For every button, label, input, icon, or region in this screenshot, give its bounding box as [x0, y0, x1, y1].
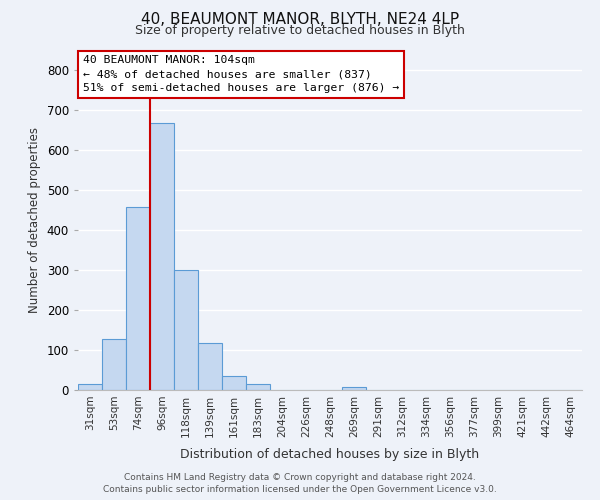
Y-axis label: Number of detached properties: Number of detached properties	[28, 127, 41, 313]
Text: 40, BEAUMONT MANOR, BLYTH, NE24 4LP: 40, BEAUMONT MANOR, BLYTH, NE24 4LP	[141, 12, 459, 28]
Bar	[150, 123, 174, 390]
Bar	[222, 376, 246, 390]
X-axis label: Distribution of detached houses by size in Blyth: Distribution of detached houses by size …	[181, 448, 479, 461]
Bar	[198, 343, 222, 390]
Bar	[102, 339, 126, 390]
Text: 40 BEAUMONT MANOR: 104sqm
← 48% of detached houses are smaller (837)
51% of semi: 40 BEAUMONT MANOR: 104sqm ← 48% of detac…	[83, 55, 399, 93]
Bar	[174, 270, 198, 390]
Bar	[126, 207, 150, 390]
Bar	[78, 384, 102, 390]
Text: Size of property relative to detached houses in Blyth: Size of property relative to detached ho…	[135, 24, 465, 37]
Text: Contains HM Land Registry data © Crown copyright and database right 2024.
Contai: Contains HM Land Registry data © Crown c…	[103, 472, 497, 494]
Bar	[342, 387, 366, 390]
Bar	[246, 384, 270, 390]
